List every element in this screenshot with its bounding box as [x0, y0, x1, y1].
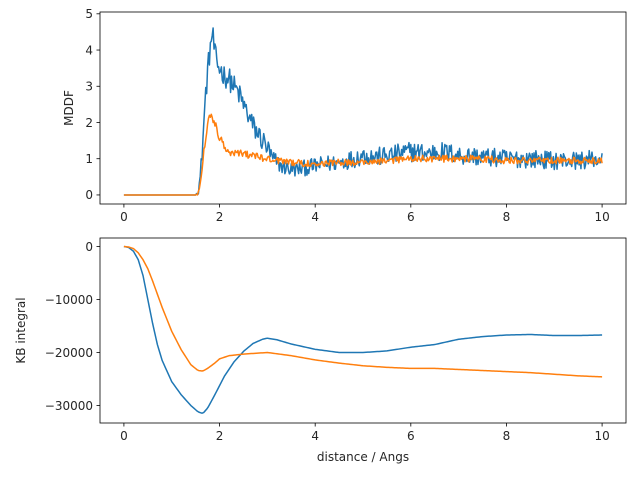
mddf-y-tick-label: 1: [85, 152, 93, 166]
mddf-y-tick-label: 0: [85, 188, 93, 202]
kb-series-2-line: [123, 245, 603, 378]
mddf-panel: 0 2 4 6 8 10 0 1 2 3 4 5 MDDF: [62, 7, 627, 224]
mddf-y-tick-label: 5: [85, 7, 93, 21]
mddf-y-axis-label: MDDF: [62, 90, 76, 126]
kb-y-tick-label: 0: [85, 240, 93, 254]
kb-x-tick-label: 6: [407, 429, 415, 443]
kb-x-tick-label: 0: [120, 429, 128, 443]
mddf-x-tick-label: 0: [120, 210, 128, 224]
kb-y-tick-label: −10000: [45, 293, 93, 307]
mddf-x-tick-label: 6: [407, 210, 415, 224]
kb-series-1-line: [123, 245, 603, 414]
mddf-x-tick-label: 2: [216, 210, 224, 224]
mddf-y-tick-label: 4: [85, 43, 93, 57]
mddf-x-tick-label: 10: [594, 210, 609, 224]
kb-series-group: [123, 245, 603, 414]
kb-x-axis-label: distance / Angs: [317, 450, 409, 464]
mddf-y-tick-label: 2: [85, 116, 93, 130]
kb-y-tick-label: −30000: [45, 399, 93, 413]
kb-integral-panel: 0 2 4 6 8 10 0 −10000 −20000 −30000 KB integral dis…: [14, 237, 627, 464]
mddf-axes-frame: [99, 11, 627, 205]
kb-y-axis-label: KB integral: [14, 297, 28, 363]
mddf-series-group: [123, 27, 603, 196]
kb-x-tick-label: 2: [216, 429, 224, 443]
kb-axes-frame: [99, 237, 627, 424]
mddf-y-tick-label: 3: [85, 80, 93, 94]
mddf-x-tick-label: 8: [503, 210, 511, 224]
kb-y-tick-label: −20000: [45, 346, 93, 360]
kb-x-tick-label: 10: [594, 429, 609, 443]
mddf-series-2-line: [123, 113, 603, 196]
kb-x-tick-label: 4: [311, 429, 319, 443]
mddf-x-tick-label: 4: [311, 210, 319, 224]
kb-x-tick-label: 8: [503, 429, 511, 443]
